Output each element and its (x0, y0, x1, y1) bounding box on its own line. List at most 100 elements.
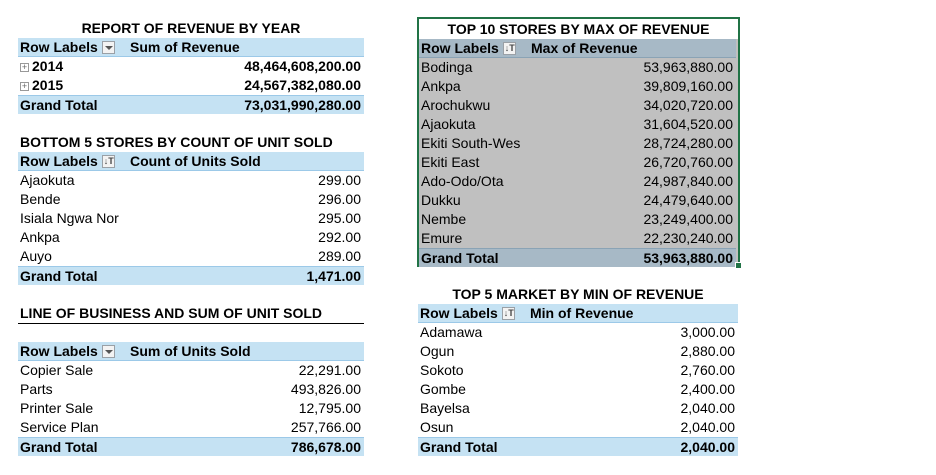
row-value: 257,766.00 (290, 419, 361, 435)
pivot-row[interactable]: Printer Sale 12,795.00 (18, 399, 364, 418)
row-value: 292.00 (318, 229, 361, 245)
filter-sort-icon[interactable]: ↓T (501, 306, 515, 320)
row-value: 31,604,520.00 (643, 116, 733, 132)
row-value: 295.00 (318, 210, 361, 226)
row-label: Gombe (420, 381, 466, 397)
row-label: Service Plan (20, 419, 99, 435)
pivot-row[interactable]: Ajaokuta 31,604,520.00 (419, 115, 736, 134)
row-label: Bende (20, 191, 61, 207)
row-labels-header: Row Labels (421, 39, 499, 56)
row-label: 2015 (32, 77, 64, 93)
row-value: 23,249,400.00 (643, 211, 733, 227)
pivot-row[interactable]: Adamawa 3,000.00 (418, 323, 738, 342)
grand-total-label: Grand Total (20, 96, 98, 113)
row-value: 24,987,840.00 (643, 173, 733, 189)
grand-total-value: 1,471.00 (306, 267, 362, 284)
pivot-row[interactable]: Sokoto 2,760.00 (418, 361, 738, 380)
row-label: Osun (420, 419, 454, 435)
title-underline (18, 323, 364, 324)
row-value: 28,724,280.00 (643, 135, 733, 151)
pivot-row[interactable]: Auyo 289.00 (18, 247, 364, 266)
value-header: Sum of Units Sold (130, 342, 251, 359)
pivot-row[interactable]: Bayelsa 2,040.00 (418, 399, 738, 418)
pivot-row[interactable]: Parts 493,826.00 (18, 380, 364, 399)
pivot-row[interactable]: +2015 24,567,382,080.00 (18, 76, 364, 95)
grand-total-row: Grand Total 53,963,880.00 (419, 248, 736, 267)
pivot-row[interactable]: Copier Sale 22,291.00 (18, 361, 364, 380)
pivot-row[interactable]: Osun 2,040.00 (418, 418, 738, 437)
pivot-row[interactable]: Dukku 24,479,640.00 (419, 191, 736, 210)
dropdown-arrow-icon[interactable] (101, 344, 115, 358)
top10-stores-pivot[interactable]: TOP 10 STORES BY MAX OF REVENUE Row Labe… (417, 17, 740, 267)
row-value: 3,000.00 (680, 324, 736, 340)
filter-sort-icon[interactable]: ↓T (502, 41, 516, 55)
pivot-header-row: Row Labels Sum of Revenue (18, 38, 364, 57)
row-value: 2,040.00 (680, 400, 736, 416)
pivot-row[interactable]: Ekiti South-Wes 28,724,280.00 (419, 134, 736, 153)
bottom5-pivot[interactable]: Row Labels ↓T Count of Units Sold Ajaoku… (18, 152, 364, 285)
pivot-row[interactable]: Gombe 2,400.00 (418, 380, 738, 399)
row-label: Adamawa (420, 324, 483, 340)
row-value: 289.00 (318, 248, 361, 264)
grand-total-row: Grand Total 73,031,990,280.00 (18, 95, 364, 114)
pivot-row[interactable]: Ogun 2,880.00 (418, 342, 738, 361)
expand-plus-icon[interactable]: + (20, 61, 29, 72)
pivot-row[interactable]: Nembe 23,249,400.00 (419, 210, 736, 229)
selection-fill-handle[interactable] (735, 262, 742, 269)
pivot-row[interactable]: Ekiti East 26,720,760.00 (419, 153, 736, 172)
pivot-row[interactable]: Ankpa 39,809,160.00 (419, 77, 736, 96)
pivot-row[interactable]: Arochukwu 34,020,720.00 (419, 96, 736, 115)
row-label: Sokoto (420, 362, 464, 378)
row-value: 2,880.00 (680, 343, 736, 359)
row-label: Ankpa (421, 78, 461, 94)
bottom5-title: BOTTOM 5 STORES BY COUNT OF UNIT SOLD (20, 134, 333, 150)
grand-total-row: Grand Total 786,678.00 (18, 437, 364, 456)
row-value: 39,809,160.00 (643, 78, 733, 94)
row-label: Printer Sale (20, 400, 94, 416)
grand-total-row: Grand Total 1,471.00 (18, 266, 364, 285)
value-header: Min of Revenue (530, 304, 634, 321)
filter-sort-icon[interactable]: ↓T (101, 154, 115, 168)
pivot-header-row: Row Labels Sum of Units Sold (18, 342, 364, 361)
pivot-header-row: Row Labels ↓T Count of Units Sold (18, 152, 364, 171)
row-label: Isiala Ngwa Nor (20, 210, 119, 226)
grand-total-label: Grand Total (421, 249, 499, 266)
row-value: 48,464,608,200.00 (244, 58, 361, 74)
dropdown-arrow-icon[interactable] (101, 40, 115, 54)
row-label: Ajaokuta (20, 172, 75, 188)
row-value: 493,826.00 (290, 381, 361, 397)
pivot-row[interactable]: +2014 48,464,608,200.00 (18, 57, 364, 76)
grand-total-value: 53,963,880.00 (643, 249, 733, 266)
row-label: Arochukwu (421, 97, 491, 113)
value-header: Count of Units Sold (130, 152, 261, 169)
revenue-by-year-pivot[interactable]: Row Labels Sum of Revenue +2014 48,464,6… (18, 38, 364, 114)
pivot-row[interactable]: Ajaokuta 299.00 (18, 171, 364, 190)
row-label: Copier Sale (20, 362, 94, 378)
row-label: Parts (20, 381, 53, 397)
pivot-row[interactable]: Isiala Ngwa Nor 295.00 (18, 209, 364, 228)
row-labels-header: Row Labels (20, 38, 98, 55)
row-value: 26,720,760.00 (643, 154, 733, 170)
grand-total-row: Grand Total 2,040.00 (418, 437, 738, 456)
row-value: 24,479,640.00 (643, 192, 733, 208)
top5-market-pivot[interactable]: Row Labels ↓T Min of Revenue Adamawa 3,00… (418, 304, 738, 456)
row-value: 12,795.00 (298, 400, 361, 416)
row-label: Ekiti South-Wes (421, 135, 521, 151)
pivot-row[interactable]: Service Plan 257,766.00 (18, 418, 364, 437)
row-label: Dukku (421, 192, 461, 208)
top5-market-title: TOP 5 MARKET BY MIN OF REVENUE (452, 286, 704, 302)
pivot-row[interactable]: Bodinga 53,963,880.00 (419, 58, 736, 77)
line-of-business-pivot[interactable]: Row Labels Sum of Units Sold Copier Sale… (18, 342, 364, 456)
row-value: 299.00 (318, 172, 361, 188)
row-value: 2,760.00 (680, 362, 736, 378)
line-of-business-title: LINE OF BUSINESS AND SUM OF UNIT SOLD (20, 305, 323, 321)
row-label: Emure (421, 230, 463, 246)
pivot-row[interactable]: Emure 22,230,240.00 (419, 229, 736, 248)
expand-plus-icon[interactable]: + (20, 80, 29, 91)
pivot-row[interactable]: Bende 296.00 (18, 190, 364, 209)
row-label: Nembe (421, 211, 467, 227)
pivot-row[interactable]: Ado-Odo/Ota 24,987,840.00 (419, 172, 736, 191)
row-label: Ekiti East (421, 154, 480, 170)
row-value: 22,230,240.00 (643, 230, 733, 246)
pivot-row[interactable]: Ankpa 292.00 (18, 228, 364, 247)
